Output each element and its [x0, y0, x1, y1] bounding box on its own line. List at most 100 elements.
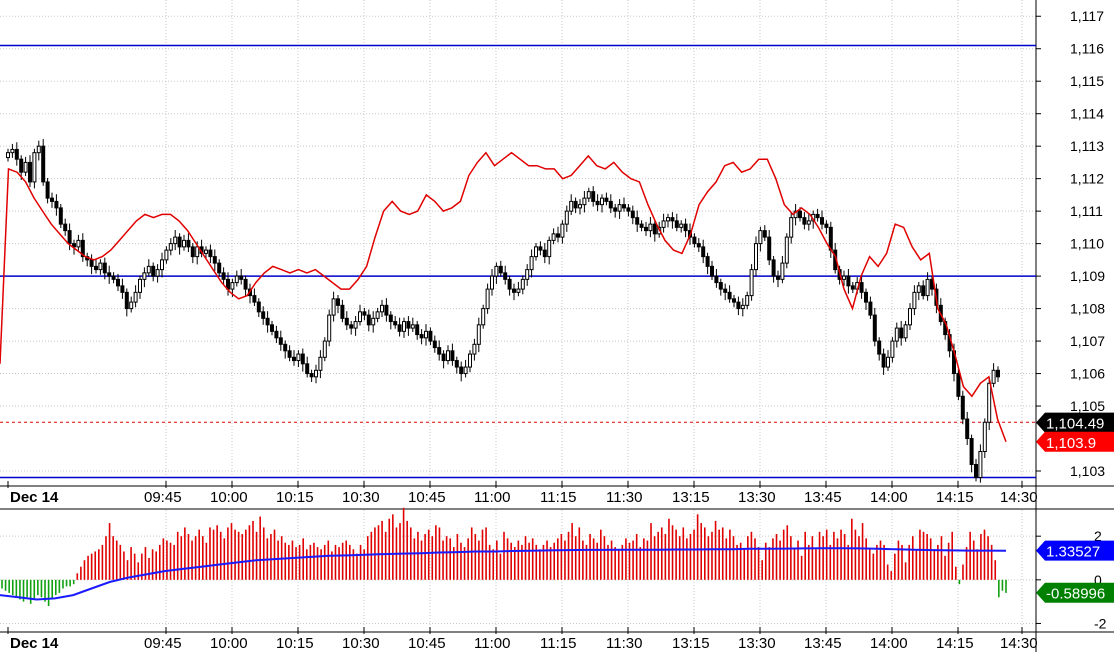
price-tick-label: 1,105 [1070, 398, 1105, 414]
candle-body [815, 213, 820, 219]
candle-body [296, 353, 301, 362]
candle-body [498, 265, 503, 274]
price-tick-label: 1,114 [1070, 106, 1104, 122]
candle-body [19, 158, 24, 173]
candle-body [525, 269, 530, 280]
time-label: 11:30 [606, 635, 642, 652]
candle-body [212, 256, 217, 264]
price-tick-label: 1,107 [1070, 333, 1105, 349]
candle-body [410, 324, 415, 329]
candle-body [784, 236, 789, 264]
candle-body [331, 298, 336, 316]
candle-body [76, 239, 81, 248]
candle-body [72, 243, 76, 248]
time-label: 14:30 [1000, 635, 1038, 652]
candle-body [569, 200, 574, 212]
candle-body [283, 343, 288, 352]
candle-body [850, 285, 855, 290]
candle-body [864, 291, 868, 303]
candle-body [124, 291, 129, 310]
candle-body [160, 259, 164, 271]
candle-body [41, 145, 46, 183]
candle-body [424, 330, 428, 339]
candle-body [441, 353, 446, 362]
candle-body [617, 204, 622, 212]
time-label: 14:00 [870, 635, 908, 652]
candle-body [432, 340, 437, 349]
time-label: 10:15 [276, 489, 314, 506]
candle-body [454, 360, 459, 368]
candle-body [608, 200, 613, 209]
candle-body [173, 236, 178, 245]
price-tick-label: 1,103 [1070, 463, 1105, 479]
histogram-bars [1, 507, 1007, 606]
candle-body [965, 418, 970, 440]
candle-body [437, 347, 442, 355]
candle-body [151, 265, 156, 277]
candle-body [366, 314, 371, 326]
candle-body [894, 327, 899, 342]
price-tick-label: 1,110 [1070, 236, 1104, 252]
price-tick-label: 1,111 [1070, 203, 1103, 219]
candle-body [987, 382, 992, 423]
candle-body [916, 285, 921, 293]
candle-body [305, 363, 310, 375]
candle-body [639, 223, 644, 228]
candle-body [630, 210, 635, 219]
candle-body [824, 223, 829, 228]
candle-body [714, 275, 719, 284]
time-label: 11:00 [474, 489, 510, 506]
candle-body [534, 246, 538, 258]
candle-body [393, 321, 398, 326]
time-label: 10:45 [408, 489, 446, 506]
price-tick-label: 1,116 [1070, 41, 1104, 57]
candle-body [476, 324, 481, 345]
candle-body [754, 243, 758, 271]
candle-body [789, 217, 794, 238]
candle-body [771, 259, 776, 277]
price-tick-label: 1,106 [1070, 366, 1105, 382]
candle-body [239, 275, 244, 280]
candle-body [155, 269, 160, 277]
price-tick-label: 1,117 [1070, 8, 1104, 24]
candle-body [177, 236, 182, 248]
time-label: 11:00 [474, 635, 510, 652]
candle-body [6, 152, 10, 159]
candle-body [98, 262, 103, 271]
price-badge-bg [1036, 431, 1114, 452]
candle-body [494, 265, 499, 277]
signal-line [0, 547, 1007, 601]
candle-body [868, 301, 873, 316]
candle-body [459, 366, 464, 375]
candle-body [230, 282, 235, 290]
candle-body [802, 217, 807, 225]
candle-body [982, 421, 987, 453]
price-badge: 1,103.9 [1036, 431, 1114, 452]
candle-body [164, 249, 169, 261]
candle-body [94, 265, 98, 271]
candle-body [820, 217, 824, 225]
candle-body [560, 223, 565, 238]
candle-body [890, 340, 895, 358]
candle-body [133, 291, 138, 303]
candle-body [388, 314, 393, 323]
price-badge-label: 1,104.49 [1046, 416, 1104, 433]
time-label: 13:30 [738, 635, 776, 652]
price-tick-label: 1,115 [1070, 73, 1104, 89]
candle-body [604, 197, 609, 202]
candle-body [375, 311, 380, 319]
candle-body [28, 161, 32, 183]
candle-body [89, 259, 94, 267]
candle-body [881, 353, 886, 368]
candle-body [723, 288, 728, 293]
candle-body [32, 152, 37, 183]
candle-body [516, 288, 521, 293]
candle-body [142, 272, 147, 280]
red-line-series [0, 151, 1007, 443]
date-label: Dec 14 [10, 489, 59, 506]
candle-body [261, 311, 266, 319]
osc-tick-label: 2 [1094, 528, 1102, 544]
candle-body [710, 265, 714, 277]
candle-body [318, 356, 323, 371]
price-tick-label: 1,109 [1070, 268, 1105, 284]
